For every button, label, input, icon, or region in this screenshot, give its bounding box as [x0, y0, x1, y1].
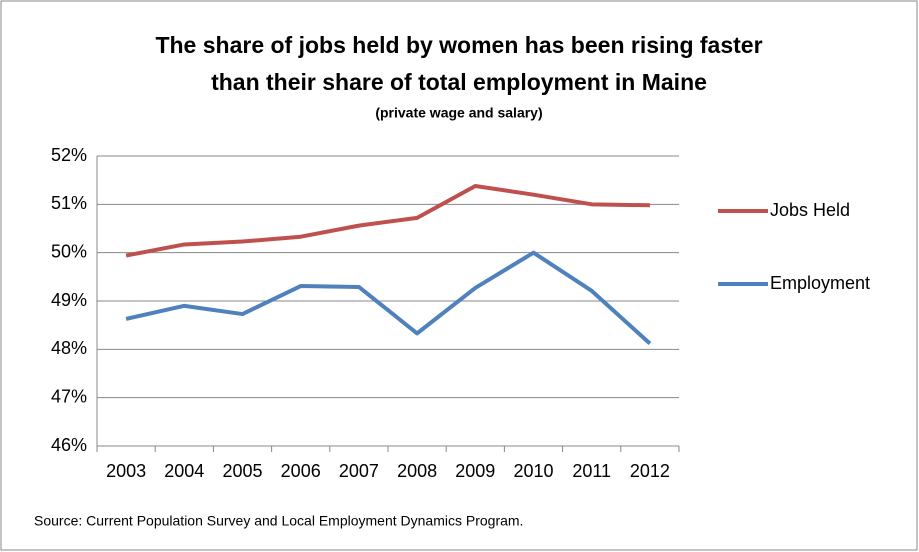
x-tick-label: 2005 [222, 461, 262, 481]
y-tick-label: 51% [51, 193, 87, 213]
y-tick-label: 47% [51, 386, 87, 406]
x-tick-label: 2006 [281, 461, 321, 481]
y-tick-label: 49% [51, 290, 87, 310]
x-tick-label: 2003 [106, 461, 146, 481]
series-line [125, 183, 650, 258]
y-tick-label: 52% [51, 145, 87, 165]
x-tick-label: 2004 [164, 461, 204, 481]
x-tick-label: 2009 [455, 461, 495, 481]
x-tick-label: 2011 [572, 461, 611, 481]
x-tick-label: 2007 [339, 461, 379, 481]
x-tick-label: 2012 [630, 461, 670, 481]
x-tick-label: 2008 [397, 461, 437, 481]
legend-label: Jobs Held [770, 200, 850, 220]
chart-title: than their share of total employment in … [211, 69, 707, 95]
y-tick-label: 50% [51, 241, 87, 261]
series-line [125, 250, 652, 346]
source-note: Source: Current Population Survey and Lo… [34, 513, 523, 529]
x-tick-label: 2010 [513, 461, 553, 481]
y-tick-label: 48% [51, 338, 87, 358]
y-tick-label: 46% [51, 435, 87, 455]
legend-label: Employment [770, 273, 870, 293]
chart-subtitle: (private wage and salary) [375, 105, 542, 121]
chart-title: The share of jobs held by women has been… [155, 32, 762, 58]
